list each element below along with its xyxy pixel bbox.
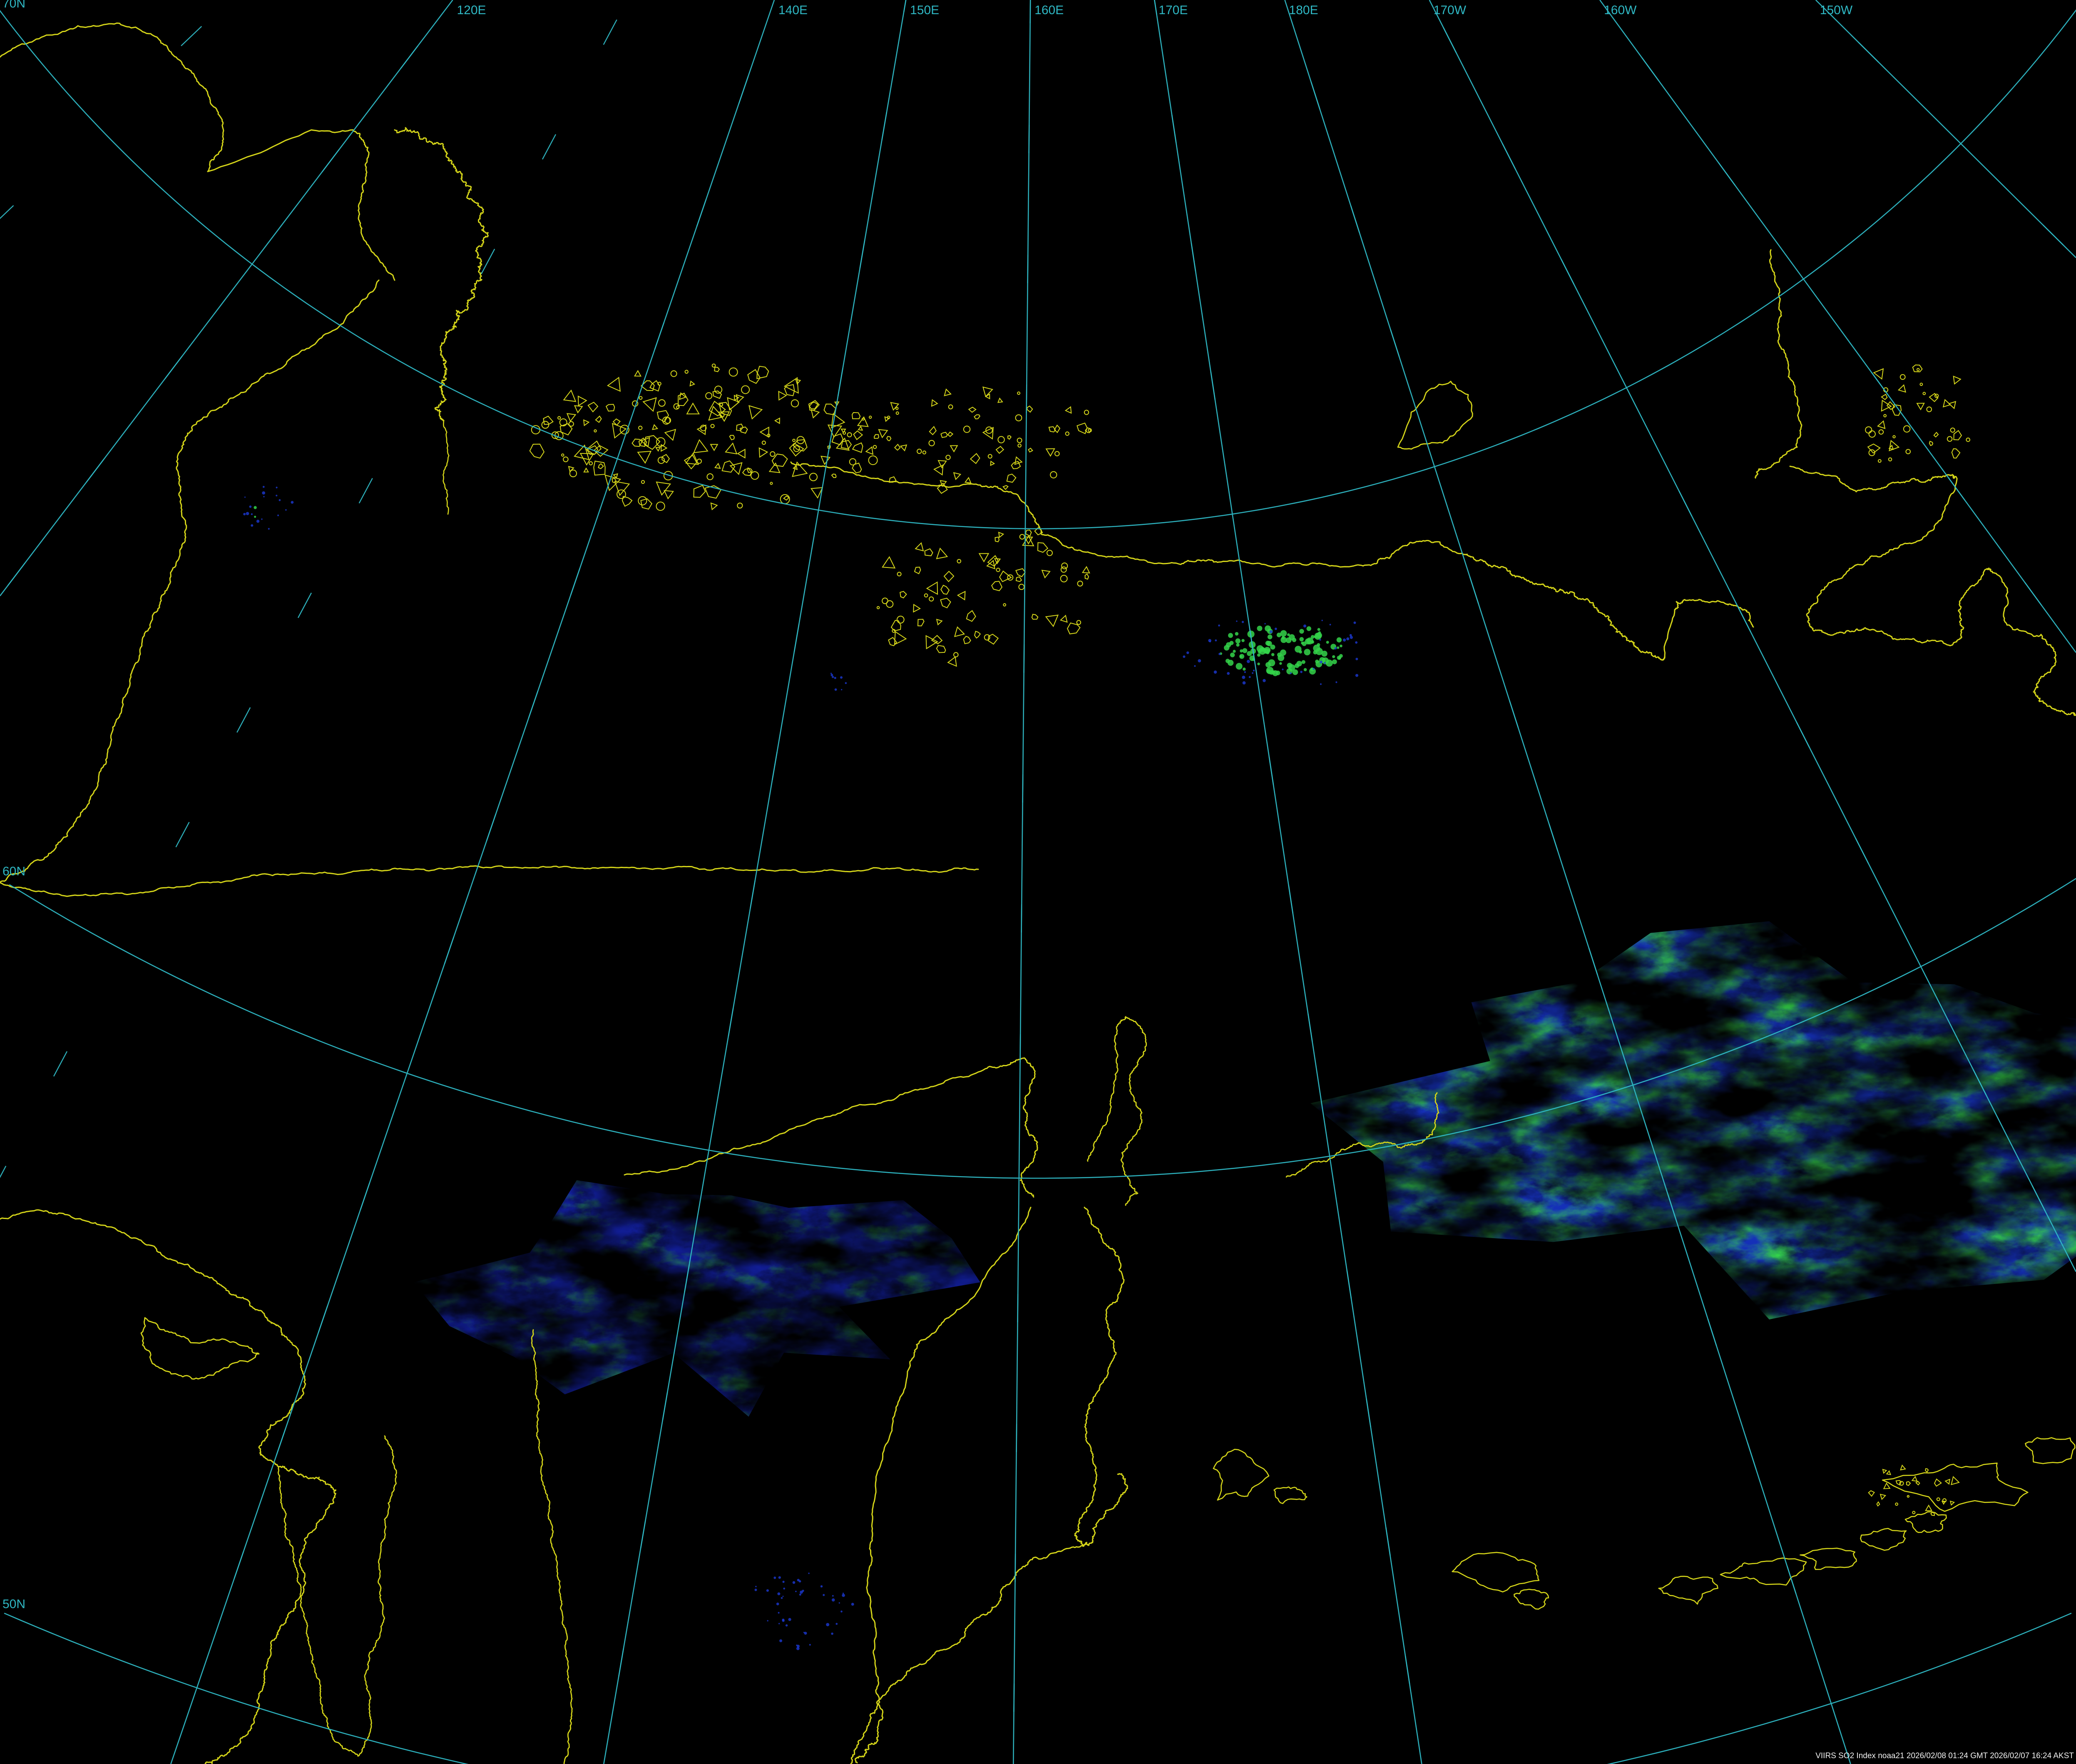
svg-text:180E: 180E <box>1289 3 1318 17</box>
svg-text:140E: 140E <box>778 3 808 17</box>
svg-text:160W: 160W <box>1604 3 1637 17</box>
svg-text:120E: 120E <box>457 3 486 17</box>
svg-text:150E: 150E <box>910 3 939 17</box>
svg-text:150W: 150W <box>1820 3 1853 17</box>
svg-text:70N: 70N <box>2 0 25 10</box>
svg-text:160E: 160E <box>1034 3 1064 17</box>
svg-text:50N: 50N <box>2 1597 25 1611</box>
svg-text:60N: 60N <box>2 865 25 878</box>
svg-text:VIIRS SO2 Index noaa21 2026/02: VIIRS SO2 Index noaa21 2026/02/08 01:24 … <box>1815 1752 2074 1760</box>
svg-text:170W: 170W <box>1434 3 1467 17</box>
svg-text:170E: 170E <box>1159 3 1188 17</box>
